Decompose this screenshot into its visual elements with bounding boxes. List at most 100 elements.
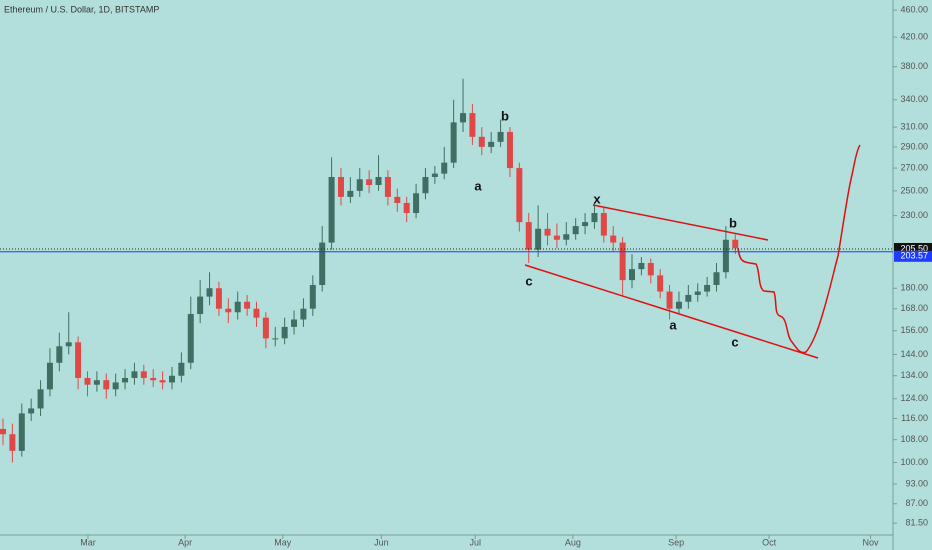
last-price-box: [894, 242, 932, 254]
candle-body: [84, 377, 91, 385]
y-tick-label: 380.00: [900, 61, 928, 71]
candle-body: [9, 434, 16, 451]
candle-body: [422, 176, 429, 194]
y-tick-label: 124.00: [900, 393, 928, 403]
trend-line: [524, 264, 819, 359]
candle-body: [497, 131, 504, 142]
candle-body: [544, 228, 551, 236]
candle-body: [18, 413, 25, 451]
candle-body: [675, 301, 682, 309]
candle-body: [159, 380, 166, 383]
candle-body: [234, 301, 241, 313]
candle-body: [572, 226, 579, 235]
candle-body: [629, 269, 636, 281]
y-tick-label: 168.00: [900, 303, 928, 313]
candle-body: [431, 173, 438, 177]
y-tick-label: 87.00: [905, 498, 928, 508]
candle-body: [28, 408, 35, 414]
y-tick-label: 108.00: [900, 434, 928, 444]
candle-body: [403, 202, 410, 214]
candle-body: [619, 242, 626, 281]
candle-body: [93, 380, 100, 385]
candle-body: [525, 222, 532, 250]
candle-body: [610, 235, 617, 243]
candle-body: [253, 308, 260, 318]
y-tick-label: 144.00: [900, 349, 928, 359]
candle-body: [600, 213, 607, 236]
candle-body: [328, 176, 335, 243]
candle-body: [591, 213, 598, 223]
y-tick-label: 290.00: [900, 141, 928, 151]
plot: [0, 78, 739, 463]
candle-body: [553, 235, 560, 240]
wave-label: a: [474, 178, 482, 193]
candle-body: [65, 342, 72, 347]
candle-body: [535, 228, 542, 250]
candle-body: [46, 362, 53, 390]
candle-body: [300, 308, 307, 320]
price-line-label: 203.57: [900, 251, 928, 261]
wave-label: c: [731, 334, 738, 349]
y-tick-label: 420.00: [900, 31, 928, 41]
candle-body: [478, 136, 485, 147]
candle-body: [37, 389, 44, 409]
candle-body: [112, 382, 119, 390]
candle-body: [713, 272, 720, 285]
candle-body: [366, 179, 373, 186]
chart-title: Ethereum / U.S. Dollar, 1D, BITSTAMP: [4, 4, 159, 14]
candle-body: [215, 288, 222, 309]
y-tick-label: 180.00: [900, 283, 928, 293]
candle-body: [140, 371, 147, 378]
candle-body: [0, 428, 7, 435]
x-tick-label: Apr: [178, 537, 192, 547]
candle-body: [197, 296, 204, 315]
candle-body: [244, 301, 251, 309]
candle-body: [722, 239, 729, 273]
candle-body: [347, 190, 354, 197]
projection-path: [737, 144, 861, 354]
candle-body: [460, 113, 467, 123]
candle-body: [103, 380, 110, 390]
candle-body: [168, 375, 175, 383]
candle-body: [506, 131, 513, 169]
x-tick-label: Sep: [668, 537, 684, 547]
candle-body: [122, 377, 129, 383]
y-tick-label: 100.00: [900, 457, 928, 467]
candle-body: [291, 319, 298, 327]
candle-body: [356, 179, 363, 191]
candle-body: [75, 342, 82, 378]
y-tick-label: 230.00: [900, 210, 928, 220]
candle-body: [469, 113, 476, 137]
candle-body: [150, 377, 157, 381]
candle-body: [488, 141, 495, 147]
candle-body: [337, 176, 344, 197]
x-tick-label: Jul: [469, 537, 481, 547]
candle-body: [732, 239, 739, 249]
y-tick-label: 310.00: [900, 121, 928, 131]
wave-label: a: [669, 317, 677, 332]
candle-body: [685, 294, 692, 302]
candle-body: [394, 196, 401, 203]
candle-body: [187, 314, 194, 363]
x-tick-label: Jun: [374, 537, 389, 547]
wave-label: x: [593, 191, 601, 206]
candle-body: [450, 122, 457, 163]
y-tick-label: 81.50: [905, 518, 928, 528]
candle-body: [384, 176, 391, 197]
candle-body: [563, 234, 570, 240]
candle-body: [694, 291, 701, 295]
candle-body: [206, 288, 213, 297]
y-tick-label: 460.00: [900, 5, 928, 15]
candle-body: [647, 263, 654, 276]
y-tick-label: 93.00: [905, 478, 928, 488]
y-tick-label: 250.00: [900, 185, 928, 195]
candle-body: [638, 263, 645, 270]
x-tick-label: May: [274, 537, 292, 547]
wave-label: c: [525, 273, 532, 288]
candle-body: [582, 222, 589, 227]
candle-body: [657, 275, 664, 292]
trend-line: [592, 204, 769, 241]
candle-body: [272, 338, 279, 340]
